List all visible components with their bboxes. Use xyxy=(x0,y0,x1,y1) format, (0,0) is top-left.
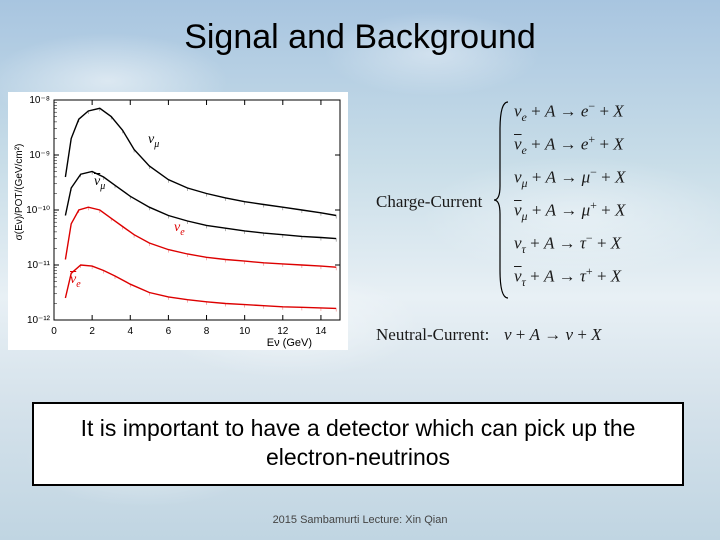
flux-chart: 10⁻⁸ 10⁻⁹ 10⁻¹⁰ 10⁻¹¹ 10⁻¹²0 2 4 6 8 10 12 14Eν (Ge… xyxy=(8,92,348,350)
svg-text:10: 10 xyxy=(239,326,251,337)
cc-equation-row: ντ + A → τ− + X xyxy=(514,232,625,265)
footer-credit: 2015 Sambamurti Lecture: Xin Qian xyxy=(0,514,720,526)
svg-text:2: 2 xyxy=(89,326,95,337)
svg-text:4: 4 xyxy=(127,326,133,337)
nc-equation: ν + A → ν + X xyxy=(504,325,602,345)
svg-text:14: 14 xyxy=(315,326,327,337)
series-label: νμ xyxy=(94,174,105,192)
series-label: νe xyxy=(174,220,185,238)
svg-text:0: 0 xyxy=(51,326,57,337)
equations-panel: Charge-Current νe + A → e− + Xνe + A → e… xyxy=(376,100,696,360)
page-title: Signal and Background xyxy=(0,18,720,57)
svg-text:Eν (GeV): Eν (GeV) xyxy=(267,337,312,349)
charge-current-label: Charge-Current xyxy=(376,192,482,212)
svg-text:10⁻¹¹: 10⁻¹¹ xyxy=(27,260,51,271)
svg-text:10⁻⁸: 10⁻⁸ xyxy=(29,95,50,106)
cc-equation-row: νe + A → e+ + X xyxy=(514,133,625,166)
svg-text:8: 8 xyxy=(204,326,210,337)
cc-equation-row: νe + A → e− + X xyxy=(514,100,625,133)
svg-text:10⁻⁹: 10⁻⁹ xyxy=(29,150,50,161)
neutral-current-label: Neutral-Current: xyxy=(376,325,489,345)
cc-equation-row: ντ + A → τ+ + X xyxy=(514,265,625,298)
brace-icon xyxy=(494,100,512,300)
series-label: νμ xyxy=(148,132,159,150)
svg-text:10⁻¹²: 10⁻¹² xyxy=(27,315,51,326)
cc-equation-list: νe + A → e− + Xνe + A → e+ + Xνμ + A → μ… xyxy=(514,100,625,298)
y-axis-label: σ(Eν)/POT/(GeV/cm²) xyxy=(14,92,25,292)
series-label: νe xyxy=(70,272,81,290)
svg-text:6: 6 xyxy=(166,326,172,337)
key-message-box: It is important to have a detector which… xyxy=(32,402,684,486)
svg-text:10⁻¹⁰: 10⁻¹⁰ xyxy=(26,205,50,216)
cc-equation-row: νμ + A → μ+ + X xyxy=(514,199,625,232)
svg-text:12: 12 xyxy=(277,326,289,337)
cc-equation-row: νμ + A → μ− + X xyxy=(514,166,625,199)
